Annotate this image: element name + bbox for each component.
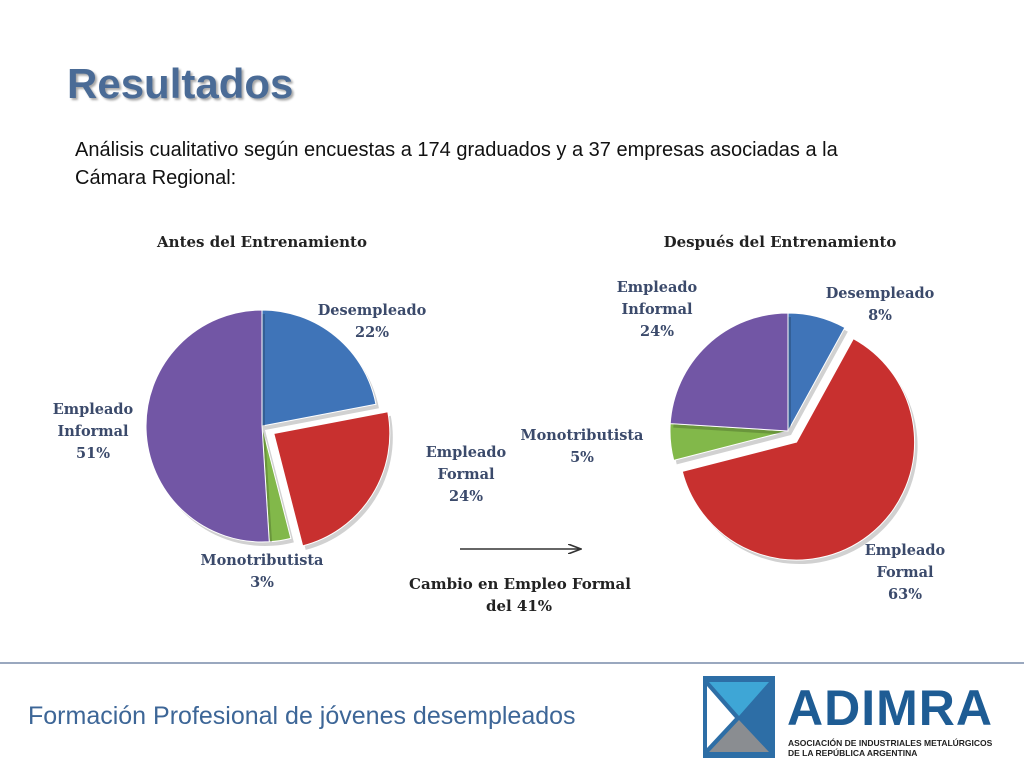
charts-area: Antes del Entrenamiento Desempleado 22% Emp…: [53, 233, 946, 615]
pie-before-label-empleado-formal-text: Formal: [437, 466, 495, 483]
pie-after-slice-empleado-formal: [681, 337, 916, 561]
subtitle: Análisis cualitativo según encuestas a 1…: [75, 136, 975, 192]
pie-before-label-monotributista-pct: 3%: [250, 574, 274, 591]
pie-after-label-desempleado-pct: 8%: [868, 307, 892, 324]
footer-text: Formación Profesional de jóvenes desempl…: [28, 702, 576, 730]
pie-after-label-monotributista-text: Monotributista: [521, 427, 645, 444]
logo-name: ADIMRA: [787, 680, 993, 736]
pie-after-title: Después del Entrenamiento: [664, 233, 897, 251]
change-annotation-line-2: del 41%: [486, 597, 552, 615]
subtitle-line-2: Cámara Regional:: [75, 167, 237, 189]
pie-before-label-empleado-formal-pct: 24%: [449, 488, 483, 505]
logo-subtitle-line-2: DE LA REPÚBLICA ARGENTINA: [788, 748, 918, 758]
adimra-logo-icon: [703, 676, 775, 758]
pie-before-slice-desempleado: [261, 309, 377, 427]
pie-before-slice-empleado-formal: [273, 411, 391, 547]
pie-before-label-monotributista-text: Monotributista: [201, 552, 325, 569]
pie-before-title: Antes del Entrenamiento: [156, 233, 367, 251]
pie-before-label-desempleado-text: Desempleado: [318, 302, 427, 319]
pie-before-label-empleado-informal-text: Empleado: [53, 401, 134, 418]
pie-after-label-empleado-formal-text: Empleado: [865, 542, 946, 559]
pie-before-slice-empleado-informal: [145, 309, 270, 543]
pie-chart-before: Antes del Entrenamiento Desempleado 22% Emp…: [53, 233, 507, 591]
pie-before-label-empleado-formal-text: Empleado: [426, 444, 507, 461]
pie-after-label-monotributista-pct: 5%: [570, 449, 594, 466]
pie-before-label-empleado-informal-pct: 51%: [76, 445, 110, 462]
pie-after-label-empleado-formal-pct: 63%: [888, 586, 922, 603]
change-annotation-line-1: Cambio en Empleo Formal: [409, 575, 631, 593]
pie-chart-after: Después del Entrenamiento Desempleado 8% Em…: [521, 233, 946, 603]
pie-after-label-empleado-informal-pct: 24%: [640, 323, 674, 340]
page-title: Resultados: [67, 60, 294, 107]
subtitle-line-1: Análisis cualitativo según encuestas a 1…: [75, 139, 838, 161]
footer-divider: [0, 662, 1024, 664]
pie-after-label-empleado-informal-text: Informal: [621, 301, 693, 318]
pie-after-label-empleado-informal-text: Empleado: [617, 279, 698, 296]
pie-after-slice-empleado-informal: [669, 312, 789, 432]
pie-before-label-desempleado-pct: 22%: [355, 324, 389, 341]
pie-before-label-empleado-informal-text: Informal: [57, 423, 129, 440]
pie-after-label-desempleado-text: Desempleado: [826, 285, 935, 302]
pie-after-label-empleado-formal-text: Formal: [876, 564, 934, 581]
logo-subtitle-line-1: ASOCIACIÓN DE INDUSTRIALES METALÚRGICOS: [788, 738, 993, 748]
